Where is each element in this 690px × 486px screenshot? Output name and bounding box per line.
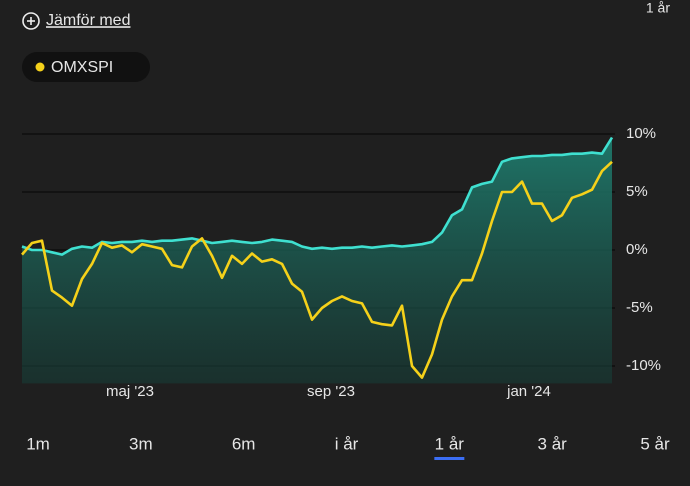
compare-label: Jämför med (46, 12, 130, 29)
plus-icon (22, 12, 40, 30)
y-tick-label: -5% (626, 299, 653, 316)
y-tick-label: -10% (626, 357, 661, 374)
x-tick-label: sep '23 (307, 383, 355, 400)
compare-button[interactable]: Jämför med (22, 12, 130, 30)
x-tick-label: jan '24 (506, 383, 551, 400)
plot: 10% 5% 0% -5% -10% maj '23 sep '23 jan '24 (21, 125, 661, 400)
area (22, 137, 612, 384)
y-tick-label: 5% (626, 183, 648, 200)
line (21, 136, 614, 256)
x-tick-label: maj '23 (106, 383, 154, 400)
period-button[interactable]: 1m (26, 434, 50, 453)
y-tick-label: 0% (626, 241, 648, 258)
selected-underline (434, 457, 465, 460)
period-button[interactable]: 3m (129, 434, 153, 453)
period-button[interactable]: i år (335, 434, 359, 453)
chip-bg (22, 52, 150, 82)
legend-dot (35, 62, 45, 72)
legend-chip[interactable]: OMXSPI (22, 52, 150, 82)
period-selector: 1m 3m 6m i år 1 år 3 år 5 år (26, 434, 670, 460)
legend-label: OMXSPI (51, 59, 113, 76)
period-button[interactable]: 6m (232, 434, 256, 453)
period-button[interactable]: 1 år (435, 434, 465, 453)
period-button[interactable]: 3 år (538, 434, 568, 453)
period-label: 1 år (646, 0, 670, 16)
line (21, 160, 613, 379)
period-button[interactable]: 5 år (640, 434, 670, 453)
y-tick-label: 10% (626, 125, 656, 142)
